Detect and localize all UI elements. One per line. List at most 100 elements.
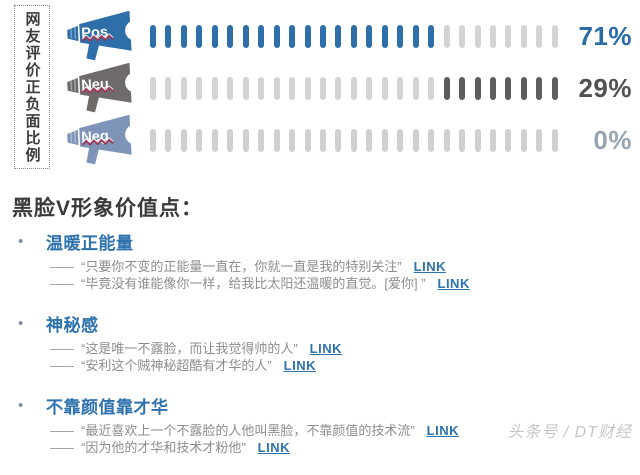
quote-dash: ——	[50, 341, 74, 356]
bar-dash	[551, 24, 558, 48]
value-point-2: • 神秘感 —— “这是唯一不露脸，而让我觉得帅的人” LINK —— “安利这个贼神秘超酷…	[0, 311, 640, 374]
bar-dash	[304, 76, 311, 100]
bullet-icon: •	[18, 233, 24, 250]
bar-dash	[227, 76, 234, 100]
bar-dash	[366, 24, 373, 48]
bar-dash	[350, 76, 357, 100]
bar-dash	[258, 24, 265, 48]
bar-dash	[381, 24, 388, 48]
bar-dash	[335, 128, 342, 152]
bar-dash	[397, 24, 404, 48]
bar-dash	[180, 24, 187, 48]
point-title: 不靠颜值靠才华	[46, 398, 169, 417]
quote-dash: ——	[50, 357, 74, 373]
bar-dash	[428, 128, 435, 152]
bar-dash	[319, 24, 326, 48]
bar-dash	[428, 76, 435, 100]
bar-dash	[505, 76, 512, 100]
quote-link[interactable]: LINK	[413, 259, 447, 274]
bar-dash	[551, 128, 558, 152]
value-label-pos: 71%	[578, 20, 632, 51]
dash-bar-neu	[150, 76, 558, 100]
quote-list: —— “只要你不变的正能量一直在，你就一直是我的特别关注” LINK —— “毕竟没有谁…	[50, 259, 640, 292]
bar-dash	[335, 76, 342, 100]
bar-dash	[459, 24, 466, 48]
bar-dash	[474, 76, 481, 100]
bar-dash	[366, 76, 373, 100]
bar-dash	[165, 128, 172, 152]
bar-dash	[412, 128, 419, 152]
value-label-neu: 29%	[578, 72, 632, 103]
bar-dash	[150, 76, 156, 100]
bar-dash	[273, 76, 280, 100]
bar-dash	[412, 24, 419, 48]
value-point-1: • 温暖正能量 —— “只要你不变的正能量一直在，你就一直是我的特别关注” LINK ——…	[0, 229, 640, 292]
bar-dash	[397, 128, 404, 152]
megaphone-icon-neu: Neu	[66, 62, 146, 113]
quote-text: “只要你不变的正能量一直在，你就一直是我的特别关注”	[81, 259, 402, 274]
bar-dash	[180, 76, 187, 100]
infographic: 网友评价正负面比例 Pos 71% Neu 29% Neg 0% 黑脸V形象价值点： • 温…	[0, 5, 640, 455]
bar-dash	[227, 24, 234, 48]
quote-text: “最近喜欢上一个不露脸的人他叫黑脸，不靠颜值的技术流”	[81, 423, 415, 438]
quote-dash: ——	[50, 423, 74, 438]
quote-link[interactable]: LINK	[426, 423, 460, 438]
bar-dash	[428, 24, 435, 48]
chart-row-neg: Neg 0%	[66, 114, 636, 166]
bar-dash	[520, 24, 527, 48]
quote-text: “因为他的才华和技术才粉他”	[81, 439, 246, 455]
bar-dash	[165, 24, 172, 48]
bar-dash	[350, 24, 357, 48]
bar-dash	[489, 24, 496, 48]
bar-dash	[443, 76, 450, 100]
bar-dash	[474, 128, 481, 152]
bar-dash	[520, 128, 527, 152]
quote-list: —— “这是唯一不露脸，而让我觉得帅的人” LINK —— “安利这个贼神秘超酷有才华的…	[50, 341, 640, 374]
bar-dash	[304, 128, 311, 152]
bar-dash	[536, 76, 543, 100]
bar-dash	[412, 76, 419, 100]
point-header: • 不靠颜值靠才华	[0, 393, 640, 418]
bar-dash	[381, 76, 388, 100]
bar-dash	[273, 128, 280, 152]
bar-dash	[242, 128, 249, 152]
megaphone-icon-pos: Pos	[66, 10, 146, 61]
bar-dash	[551, 76, 558, 100]
chart-rows: Pos 71% Neu 29% Neg 0%	[66, 10, 636, 166]
bar-dash	[150, 24, 156, 48]
bar-dash	[150, 128, 156, 152]
bar-dash	[335, 24, 342, 48]
quote-dash: ——	[50, 275, 74, 291]
bar-dash	[366, 128, 373, 152]
watermark: 头条号 / DT财经	[507, 424, 632, 441]
bar-dash	[289, 128, 296, 152]
quote-line: —— “最近喜欢上一个不露脸的人他叫黑脸，不靠颜值的技术流” LINK	[50, 423, 640, 440]
quote-link[interactable]: LINK	[283, 357, 317, 373]
bar-dash	[242, 76, 249, 100]
point-title: 神秘感	[46, 316, 99, 335]
bar-dash	[211, 24, 218, 48]
quote-link[interactable]: LINK	[437, 275, 470, 291]
chart-row-pos: Pos 71%	[66, 10, 636, 62]
bar-dash	[397, 76, 404, 100]
bar-dash	[505, 24, 512, 48]
bar-dash	[196, 24, 203, 48]
bar-dash	[319, 128, 326, 152]
quote-line: —— “这是唯一不露脸，而让我觉得帅的人” LINK	[50, 341, 640, 358]
bar-dash	[196, 76, 203, 100]
quote-link[interactable]: LINK	[309, 341, 343, 356]
point-header: • 温暖正能量	[0, 229, 640, 254]
point-header: • 神秘感	[0, 311, 640, 336]
bar-dash	[443, 128, 450, 152]
bar-dash	[289, 24, 296, 48]
bar-dash	[459, 128, 466, 152]
quote-link[interactable]: LINK	[257, 439, 291, 455]
chart-row-neu: Neu 29%	[66, 62, 636, 114]
chart-vertical-title-box: 网友评价正负面比例	[14, 5, 50, 169]
bullet-icon: •	[18, 397, 24, 414]
quote-text: “安利这个贼神秘超酷有才华的人”	[81, 357, 272, 373]
bar-dash	[273, 24, 280, 48]
bar-dash	[459, 76, 466, 100]
bar-dash	[196, 128, 203, 152]
chart-vertical-title: 网友评价正负面比例	[23, 10, 41, 164]
